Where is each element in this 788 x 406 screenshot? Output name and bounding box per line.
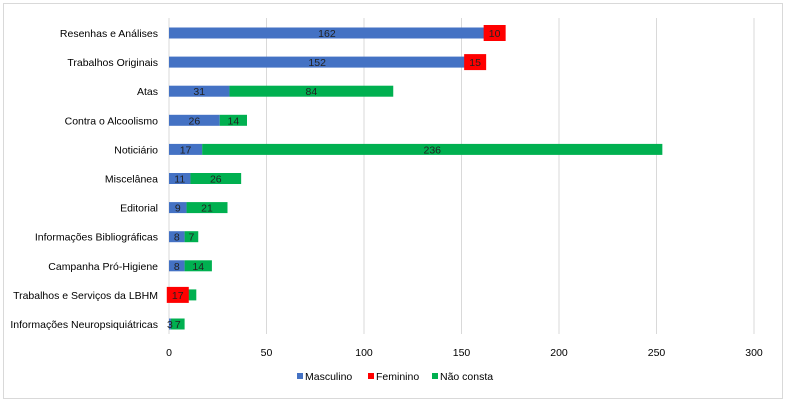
category-label: Atas [137, 86, 158, 98]
data-label: 31 [193, 86, 205, 98]
x-tick-label: 150 [453, 347, 471, 359]
category-label: Trabalhos e Serviços da LBHM [13, 290, 158, 302]
category-label: Contra o Alcoolismo [65, 115, 159, 127]
data-label: 10 [489, 28, 501, 40]
bar-masculino [169, 202, 187, 214]
bar-n-o-consta [229, 85, 394, 97]
bar-masculino [169, 56, 466, 68]
bar-n-o-consta [182, 289, 197, 301]
data-label: 26 [189, 115, 201, 127]
bar-n-o-consta [186, 202, 228, 214]
legend-swatch [297, 373, 303, 379]
data-label: 84 [306, 86, 318, 98]
bars [169, 27, 663, 330]
bar-n-o-consta [184, 260, 212, 272]
category-label: Campanha Pró-Higiene [48, 261, 158, 273]
feminino-label-box [464, 54, 487, 71]
category-label: Miscelânea [105, 174, 158, 186]
bar-masculino [169, 114, 220, 126]
x-tick-label: 250 [648, 347, 666, 359]
x-tick-label: 100 [355, 347, 373, 359]
category-label: Resenhas e Análises [60, 28, 158, 40]
bar-n-o-consta [202, 143, 663, 155]
bar-n-o-consta [219, 114, 247, 126]
legend-swatch [368, 373, 374, 379]
legend-label: Masculino [305, 371, 352, 383]
data-label: 152 [308, 57, 326, 69]
data-label: 21 [201, 203, 213, 215]
bar-masculino [169, 231, 185, 243]
category-labels: Resenhas e Análises Trabalhos Originais At… [10, 28, 158, 331]
category-label: Noticiário [114, 144, 158, 156]
data-label: 8 [174, 261, 180, 273]
data-label: 9 [175, 203, 181, 215]
bar-masculino [169, 85, 230, 97]
data-label: 17 [180, 144, 192, 156]
category-label: Trabalhos Originais [67, 57, 158, 69]
data-label: 26 [210, 174, 222, 186]
data-label: 162 [318, 28, 336, 40]
category-label: Editorial [120, 203, 158, 215]
feminino-label-box [166, 286, 189, 303]
data-label: 14 [192, 261, 204, 273]
category-label: Informações Neuropsiquiátricas [10, 319, 158, 331]
legend-swatch [432, 373, 438, 379]
bar-masculino [169, 318, 171, 330]
data-label: 3 [167, 319, 173, 331]
data-label: 15 [469, 57, 481, 69]
bar-n-o-consta [170, 318, 185, 330]
bar-n-o-consta [184, 231, 199, 243]
chart-frame [3, 3, 783, 399]
data-label: 11 [174, 174, 185, 186]
x-tick-label: 50 [261, 347, 273, 359]
x-tick-label: 200 [550, 347, 568, 359]
legend-label: Feminino [376, 371, 419, 383]
bar-n-o-consta [190, 173, 242, 184]
feminino-label-box [483, 25, 506, 41]
legend: Masculino Feminino Não consta [297, 371, 493, 383]
x-tick-labels: 0 50 100 150 200 250 300 [166, 347, 763, 359]
x-tick-label: 0 [166, 347, 172, 359]
data-label: 236 [423, 144, 441, 156]
category-label: Informações Bibliográficas [35, 232, 158, 244]
x-tick-label: 300 [745, 347, 763, 359]
bar-masculino [169, 27, 485, 39]
data-labels: 1621015215318426141723611269218781471737 [166, 25, 506, 331]
data-label: 7 [175, 319, 181, 331]
gridlines [168, 18, 755, 334]
legend-label: Não consta [440, 371, 493, 383]
data-label: 17 [172, 290, 184, 302]
data-label: 7 [189, 232, 195, 244]
bar-masculino [169, 173, 191, 184]
data-label: 8 [174, 232, 180, 244]
bar-masculino [169, 143, 203, 155]
bar-masculino [169, 260, 185, 272]
data-label: 14 [228, 115, 240, 127]
